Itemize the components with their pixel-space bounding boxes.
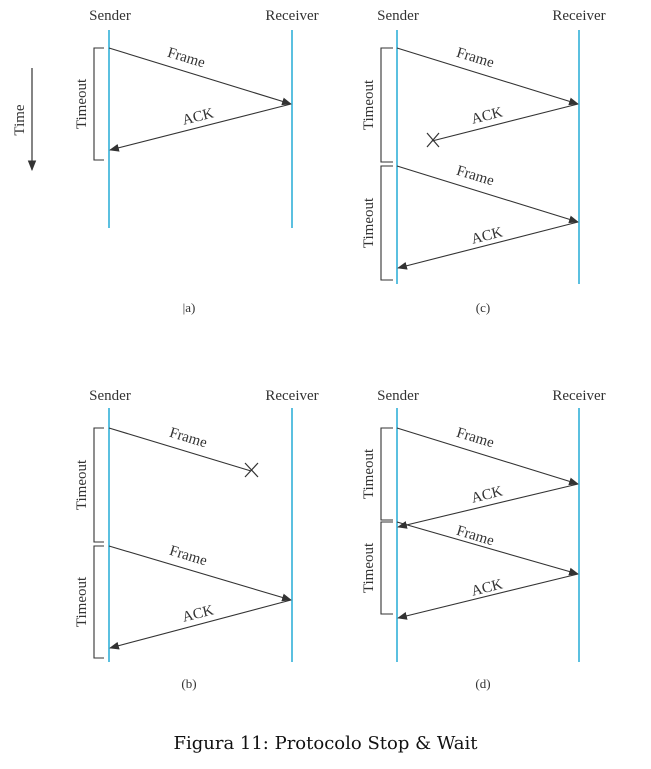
timeout-label: Timeout bbox=[361, 197, 377, 248]
timeout-label: Timeout bbox=[74, 78, 90, 129]
receiver-label: Receiver bbox=[552, 388, 605, 404]
panel-c-label: (c) bbox=[476, 300, 490, 315]
sender-label: Sender bbox=[377, 388, 419, 404]
time-axis: Time bbox=[12, 68, 37, 172]
frame-arrow bbox=[108, 47, 292, 106]
panel-d: Sender Receiver Timeout Timeout Frame AC… bbox=[361, 388, 606, 691]
ack-arrow bbox=[397, 221, 579, 270]
timeout-label: Timeout bbox=[361, 542, 377, 593]
panel-c: Sender Receiver Timeout Timeout Frame AC… bbox=[361, 8, 606, 315]
ack-label: ACK bbox=[470, 224, 505, 247]
ack-arrow bbox=[109, 103, 292, 152]
loss-cross-icon bbox=[244, 462, 259, 478]
timeout-bracket bbox=[93, 427, 104, 543]
panel-d-label: (d) bbox=[475, 676, 490, 691]
panel-a-label: |a) bbox=[183, 300, 196, 315]
timeout-bracket bbox=[380, 165, 393, 281]
ack-arrow bbox=[109, 599, 292, 650]
timeout-bracket bbox=[380, 521, 393, 615]
ack-label: ACK bbox=[470, 104, 505, 127]
timeout-bracket bbox=[380, 427, 393, 521]
ack-arrow bbox=[397, 573, 579, 620]
time-label: Time bbox=[12, 104, 28, 135]
timeout-label: Timeout bbox=[361, 448, 377, 499]
receiver-label: Receiver bbox=[265, 388, 318, 404]
receiver-label: Receiver bbox=[265, 8, 318, 24]
ack-label: ACK bbox=[470, 483, 505, 506]
frame-arrow-lost bbox=[108, 427, 252, 472]
frame-arrow bbox=[396, 165, 579, 224]
timeout-label: Timeout bbox=[74, 576, 90, 627]
loss-cross-icon bbox=[426, 132, 440, 148]
ack-label: ACK bbox=[181, 602, 216, 625]
sender-label: Sender bbox=[377, 8, 419, 24]
timeout-label: Timeout bbox=[74, 459, 90, 510]
timeout-bracket bbox=[93, 545, 104, 659]
frame-arrow bbox=[396, 521, 579, 576]
timeout-bracket bbox=[380, 47, 393, 163]
ack-arrow-lost bbox=[431, 103, 579, 142]
timeout-bracket bbox=[93, 47, 104, 161]
frame-arrow bbox=[108, 545, 292, 602]
timeout-label: Timeout bbox=[361, 79, 377, 130]
panel-b: Sender Receiver Timeout Timeout Frame Fr… bbox=[74, 388, 319, 691]
sender-label: Sender bbox=[89, 388, 131, 404]
ack-label: ACK bbox=[470, 576, 505, 599]
sender-label: Sender bbox=[89, 8, 131, 24]
receiver-label: Receiver bbox=[552, 8, 605, 24]
ack-label: ACK bbox=[181, 105, 216, 128]
frame-arrow bbox=[396, 47, 579, 106]
panel-a: Sender Receiver Timeout Frame ACK |a) bbox=[74, 8, 319, 315]
frame-label: Frame bbox=[455, 523, 497, 550]
ack-arrow bbox=[397, 483, 579, 529]
frame-arrow bbox=[396, 427, 579, 486]
panel-b-label: (b) bbox=[181, 676, 196, 691]
figure-caption: Figura 11: Protocolo Stop & Wait bbox=[173, 733, 478, 754]
